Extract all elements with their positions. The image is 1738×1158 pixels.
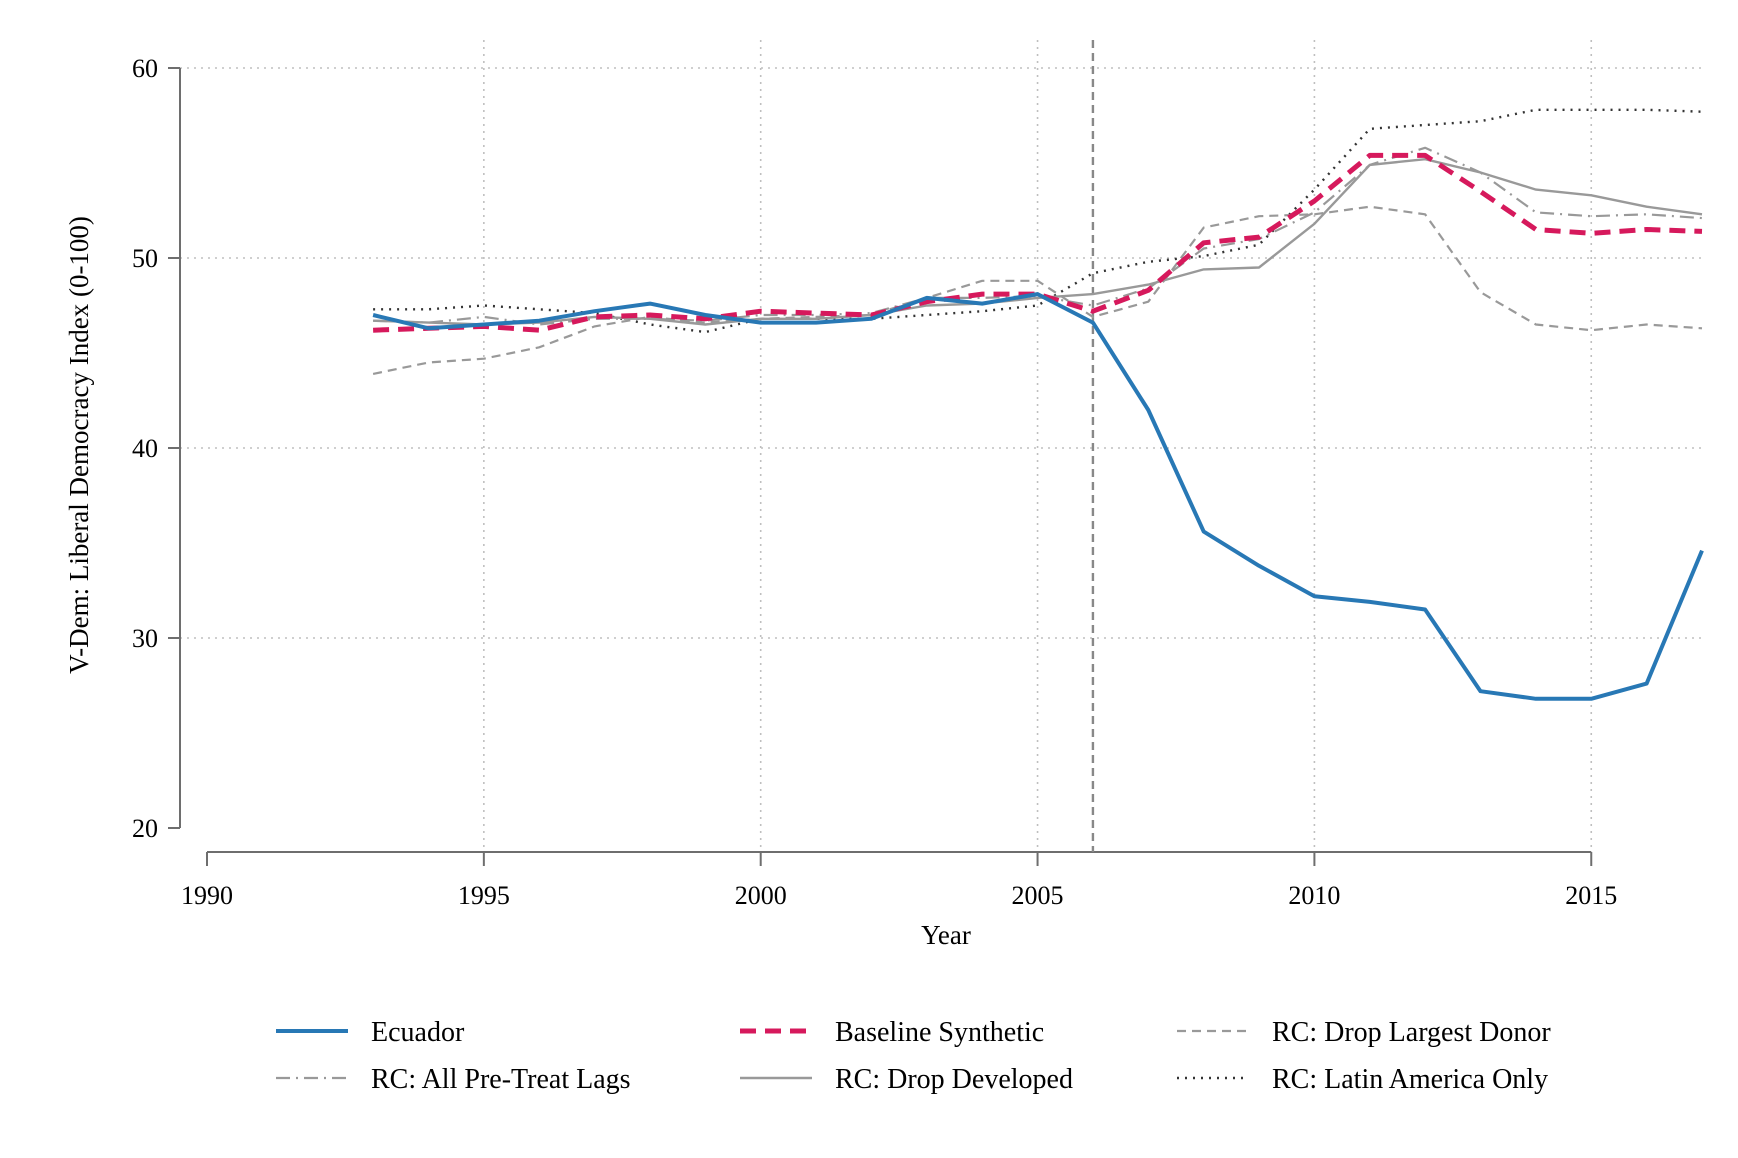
series-line-rc-drop-developed: [373, 157, 1703, 326]
x-tick-label-2010: 2010: [1288, 881, 1340, 910]
axes: [168, 40, 1593, 866]
legend-item-baseline-synthetic: Baseline Synthetic: [740, 1017, 1044, 1048]
legend-item-rc-all-pre-treat-lags: RC: All Pre-Treat Lags: [276, 1064, 631, 1095]
grid-lines: [180, 40, 1706, 852]
series-line-ecuador: [372, 292, 1704, 701]
legend-label: Baseline Synthetic: [835, 1017, 1044, 1048]
y-axis-title: V-Dem: Liberal Democracy Index (0-100): [64, 216, 94, 674]
series-line-rc-drop-largest-donor: [372, 205, 1703, 375]
legend: Ecuador Baseline Synthetic RC: Drop Larges…: [276, 1017, 1551, 1095]
legend-label: RC: Drop Largest Donor: [1272, 1017, 1551, 1048]
legend-item-ecuador: Ecuador: [276, 1017, 465, 1048]
tick-labels: 20 30 40 50 60 1990 1995 2000 2005 2010 2015: [132, 54, 1617, 910]
y-tick-label-50: 50: [132, 244, 158, 273]
y-tick-label-40: 40: [132, 434, 158, 463]
x-tick-label-2005: 2005: [1012, 881, 1064, 910]
y-tick-label-30: 30: [132, 624, 158, 653]
legend-label: Ecuador: [371, 1017, 465, 1048]
x-tick-label-2015: 2015: [1565, 881, 1617, 910]
legend-item-rc-drop-developed: RC: Drop Developed: [740, 1064, 1073, 1095]
x-tick-label-1990: 1990: [181, 881, 233, 910]
series-lines: [372, 108, 1704, 701]
legend-item-rc-latin-america-only: RC: Latin America Only: [1177, 1064, 1548, 1095]
legend-item-rc-drop-largest-donor: RC: Drop Largest Donor: [1177, 1017, 1551, 1048]
y-tick-label-60: 60: [132, 54, 158, 83]
legend-label: RC: All Pre-Treat Lags: [371, 1064, 631, 1095]
x-axis-title: Year: [921, 920, 971, 950]
x-tick-label-2000: 2000: [735, 881, 787, 910]
x-tick-label-1995: 1995: [458, 881, 510, 910]
legend-label: RC: Latin America Only: [1272, 1064, 1548, 1095]
y-tick-label-20: 20: [132, 814, 158, 843]
legend-label: RC: Drop Developed: [835, 1064, 1073, 1095]
